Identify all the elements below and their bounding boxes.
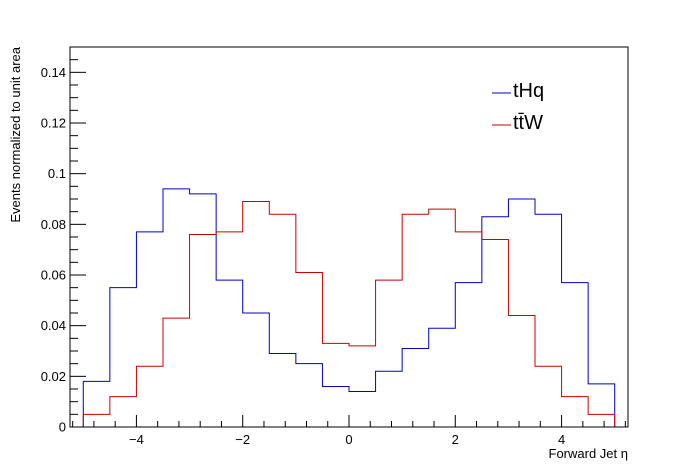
x-tick-label: 2 — [452, 432, 459, 447]
series-lines — [82, 188, 616, 427]
y-tick-label: 0.04 — [41, 318, 66, 333]
x-axis-label: Forward Jet η — [549, 446, 628, 461]
y-tick-label: 0.14 — [41, 65, 66, 80]
y-axis-label: Events normalized to unit area — [8, 46, 23, 222]
y-tick-label: 0 — [59, 420, 66, 435]
legend: tHq tt̄W — [492, 80, 544, 134]
x-tick-label: −2 — [235, 432, 250, 447]
plot-frame — [69, 46, 629, 428]
y-tick-label: 0.02 — [41, 369, 66, 384]
y-tick-label: 0.12 — [41, 116, 66, 131]
y-tick-label: 0.1 — [48, 166, 66, 181]
x-tick-label: 0 — [345, 432, 352, 447]
series-line-tt-w — [82, 201, 616, 427]
legend-label: tHq — [513, 80, 544, 102]
series-line-thq — [82, 188, 616, 427]
y-tick-label: 0.08 — [41, 217, 66, 232]
x-tick-label: 4 — [558, 432, 565, 447]
y-tick-label: 0.06 — [41, 268, 66, 283]
x-tick-label: −4 — [129, 432, 144, 447]
axes: −4 −2 0 2 4 0 0.02 0.04 0.06 0.08 0.1 0.12 0.14 — [41, 46, 626, 447]
legend-label: tt̄W — [513, 112, 543, 134]
